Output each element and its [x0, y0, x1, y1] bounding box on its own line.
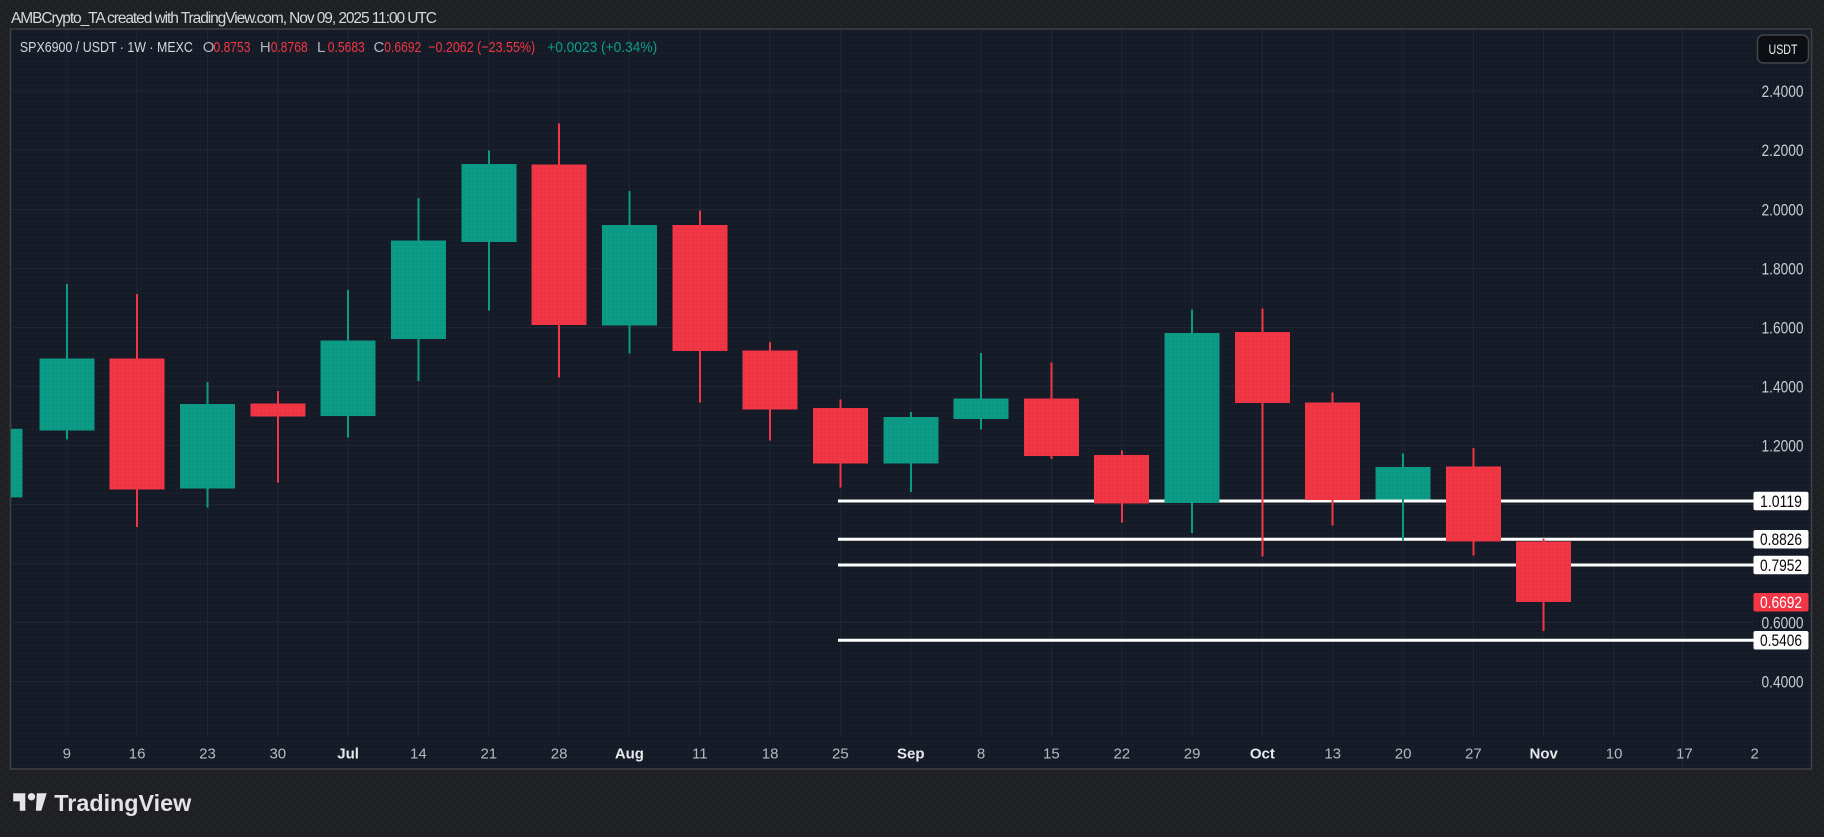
svg-text:Oct: Oct	[1250, 746, 1275, 763]
svg-text:0.5683: 0.5683	[328, 39, 365, 56]
svg-text:O: O	[203, 39, 215, 56]
svg-text:0.8753: 0.8753	[214, 39, 251, 56]
svg-text:14: 14	[410, 746, 427, 763]
svg-text:2.2000: 2.2000	[1762, 142, 1804, 160]
svg-text:13: 13	[1324, 746, 1341, 763]
svg-text:0.6000: 0.6000	[1762, 615, 1804, 633]
svg-text:0.7952: 0.7952	[1760, 557, 1802, 575]
svg-text:TradingView: TradingView	[54, 790, 192, 816]
svg-text:22: 22	[1113, 746, 1130, 763]
svg-text:Aug: Aug	[615, 746, 644, 763]
svg-text:25: 25	[832, 746, 849, 763]
svg-text:29: 29	[1184, 746, 1201, 763]
svg-text:10: 10	[1606, 746, 1623, 763]
svg-text:23: 23	[199, 746, 216, 763]
svg-text:1.2000: 1.2000	[1762, 438, 1804, 456]
svg-text:AMBCrypto_TA created with Trad: AMBCrypto_TA created with TradingView.co…	[11, 10, 437, 27]
svg-text:Nov: Nov	[1530, 746, 1559, 763]
svg-text:2.4000: 2.4000	[1762, 83, 1804, 101]
svg-text:17: 17	[1676, 746, 1693, 763]
svg-text:18: 18	[762, 746, 779, 763]
svg-text:0.6692: 0.6692	[384, 39, 421, 56]
svg-text:0.8768: 0.8768	[271, 39, 308, 56]
svg-text:H: H	[260, 39, 271, 56]
svg-text:Sep: Sep	[897, 746, 925, 763]
svg-text:SPX6900 / USDT · 1W · MEXC: SPX6900 / USDT · 1W · MEXC	[20, 39, 193, 56]
svg-text:15: 15	[1043, 746, 1060, 763]
svg-text:0.4000: 0.4000	[1762, 674, 1804, 692]
svg-text:20: 20	[1395, 746, 1412, 763]
svg-text:+0.0023 (+0.34%): +0.0023 (+0.34%)	[547, 39, 657, 56]
svg-text:1.8000: 1.8000	[1762, 260, 1804, 278]
svg-text:16: 16	[129, 746, 146, 763]
svg-text:0.6692: 0.6692	[1760, 594, 1802, 612]
svg-text:2: 2	[1751, 746, 1759, 763]
svg-text:1.0119: 1.0119	[1760, 493, 1802, 511]
svg-text:1.6000: 1.6000	[1762, 319, 1804, 337]
svg-text:30: 30	[269, 746, 286, 763]
svg-text:11: 11	[692, 746, 708, 763]
svg-text:C: C	[374, 39, 385, 56]
svg-text:2.0000: 2.0000	[1762, 201, 1804, 219]
svg-text:27: 27	[1465, 746, 1482, 763]
svg-text:−0.2062 (−23.55%): −0.2062 (−23.55%)	[428, 39, 535, 56]
svg-text:0.8826: 0.8826	[1760, 531, 1802, 549]
svg-text:Jul: Jul	[337, 746, 359, 763]
svg-text:USDT: USDT	[1769, 41, 1798, 57]
svg-text:21: 21	[480, 746, 497, 763]
svg-text:8: 8	[977, 746, 985, 763]
svg-text:28: 28	[551, 746, 568, 763]
svg-text:9: 9	[63, 746, 71, 763]
svg-text:1.4000: 1.4000	[1762, 378, 1804, 396]
svg-text:L: L	[317, 39, 325, 56]
svg-text:0.5406: 0.5406	[1760, 632, 1802, 650]
